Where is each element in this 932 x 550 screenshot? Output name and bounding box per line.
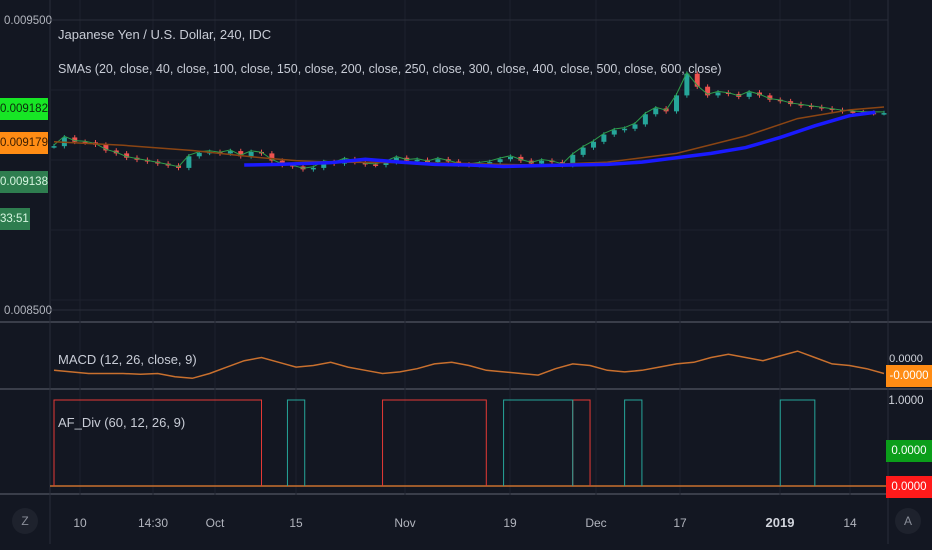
candle-body — [227, 151, 233, 154]
candle-body — [321, 162, 327, 168]
x-tick-label: 15 — [289, 516, 303, 530]
candle-body — [601, 134, 607, 142]
y-tick-label: 0.009500 — [4, 15, 52, 27]
y-tick-label: 0.008500 — [4, 305, 52, 317]
candle-body — [383, 162, 389, 165]
candle-body — [881, 113, 887, 115]
candle-body — [487, 162, 493, 164]
candle-body — [124, 153, 130, 158]
macd-partial-label: 0.0000 — [889, 353, 923, 365]
afdiv-signal-line — [286, 399, 306, 486]
candle-body — [580, 147, 586, 155]
x-tick-label: 10 — [73, 516, 87, 530]
x-tick-label: 19 — [503, 516, 517, 530]
afdiv-signal-line — [503, 399, 574, 486]
afdiv-signal-line — [572, 399, 591, 486]
candle-body — [591, 141, 596, 148]
sma-short-line — [53, 71, 884, 169]
afdiv-signal-line — [53, 399, 262, 486]
sma-long-blue-line — [244, 110, 876, 169]
candle-body — [103, 144, 109, 151]
price-tag-last: 0.009179 — [0, 132, 48, 154]
afdiv-signal-line — [382, 399, 487, 486]
afdiv-signal-line — [624, 399, 643, 486]
x-tick-label: 2019 — [766, 515, 795, 530]
candle-body — [611, 130, 617, 135]
candle-body — [653, 108, 659, 115]
chart-title: Japanese Yen / U.S. Dollar, 240, IDC — [58, 27, 272, 42]
candle-body — [393, 157, 399, 163]
price-tag-high: 0.009182 — [0, 98, 48, 120]
candle-body — [435, 159, 441, 163]
price-tag-ma: 0.009138 — [0, 171, 48, 193]
afdiv-signal-line — [779, 399, 816, 486]
candle-body — [497, 159, 503, 163]
candle-body — [508, 156, 513, 160]
candle-body — [269, 153, 275, 161]
candle-body — [674, 95, 679, 112]
macd-line — [53, 350, 885, 380]
candle-body — [684, 73, 690, 96]
candle-body — [570, 154, 576, 165]
candle-body — [248, 151, 254, 157]
countdown-tag: 33:51 — [0, 208, 30, 230]
auto-scale-button[interactable]: A — [895, 508, 921, 534]
candle-body — [414, 159, 420, 162]
candle-body — [850, 111, 856, 113]
afdiv-label: AF_Div (60, 12, 26, 9) — [58, 415, 186, 430]
candle-body — [705, 86, 711, 96]
x-tick-label: Dec — [585, 516, 606, 530]
macd-value-tag: -0.0000 — [886, 365, 932, 387]
candle-body — [186, 156, 192, 168]
zoom-button[interactable]: Z — [12, 508, 38, 534]
x-tick-label: Nov — [394, 516, 415, 530]
candle-body — [310, 167, 316, 170]
candle-body — [632, 124, 638, 129]
candle-body — [715, 92, 721, 96]
x-tick-label: 17 — [673, 516, 687, 530]
candle-body — [539, 160, 545, 164]
candle-body — [694, 73, 700, 87]
candle-body — [518, 156, 524, 161]
candle-body — [238, 151, 244, 157]
x-tick-label: 14 — [843, 516, 857, 530]
afdiv-tag-red: 0.0000 — [886, 476, 932, 498]
candle-body — [642, 114, 648, 125]
candle-body — [51, 146, 57, 148]
candle-body — [622, 128, 628, 131]
afdiv-y-tick: 1.0000 — [888, 395, 923, 407]
candle-body — [72, 137, 78, 142]
candle-body — [746, 92, 752, 97]
candle-body — [767, 95, 773, 100]
candle-body — [196, 152, 202, 157]
sma-brown-line — [53, 106, 885, 166]
macd-label: MACD (12, 26, close, 9) — [58, 352, 197, 367]
x-tick-label: 14:30 — [138, 516, 168, 530]
x-tick-label: Oct — [206, 516, 225, 530]
candle-body — [373, 164, 379, 166]
afdiv-tag-green: 0.0000 — [886, 440, 932, 462]
candle-body — [82, 141, 88, 144]
sma-indicator-label: SMAs (20, close, 40, close, 100, close, … — [58, 62, 722, 76]
